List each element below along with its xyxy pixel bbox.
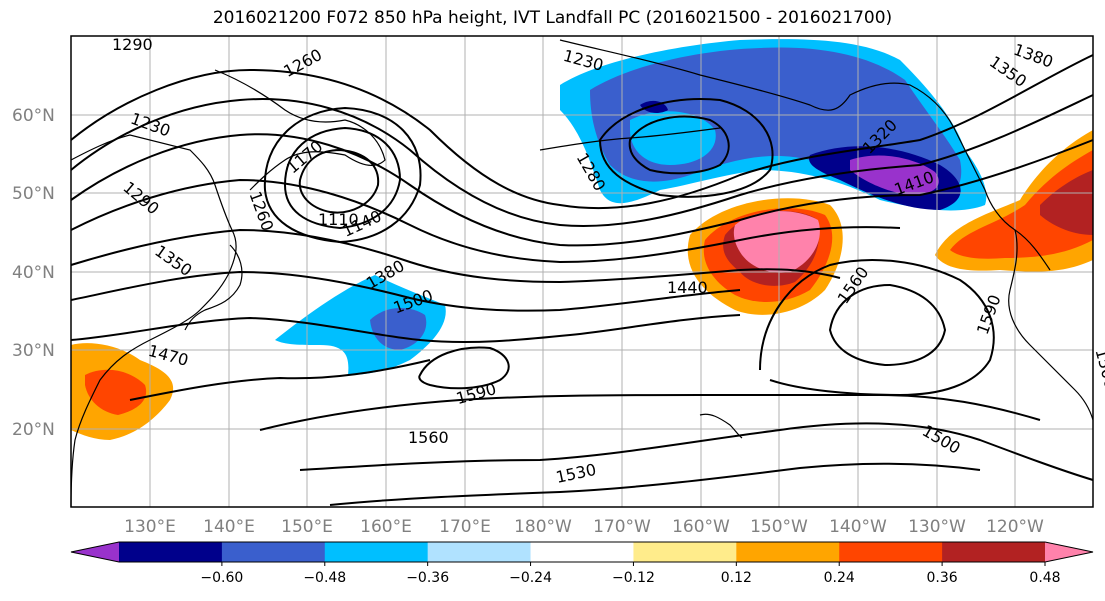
kamchatka-coast [214,69,386,191]
colorbar-segment [736,542,840,562]
lon-label: 180°W [514,517,572,537]
lon-label: 140°E [203,517,255,537]
colorbar-tick-label: 0.12 [721,570,752,586]
lat-label-60n: 60°N [12,106,55,126]
lat-label-40n: 40°N [12,263,55,283]
negative-anomaly-inner [630,111,716,165]
map-gridlines [71,36,1093,507]
westcoast-positive-dark [1040,170,1093,235]
westpacific-positive-core [85,369,147,415]
colorbar: −0.60 −0.48 −0.36 −0.24 −0.12 0.12 0.24 0.36 0.4… [70,541,1094,586]
contour-label: 1560 [408,428,449,447]
colorbar-tick-label: 0.36 [927,570,958,586]
colorbar-segment [119,542,223,562]
colorbar-segment [324,542,429,562]
map-border [70,35,1094,508]
japan-coast [184,244,243,331]
colorbar-tick-label: −0.12 [612,570,655,586]
colorbar-segment [427,542,532,562]
positive-anomaly-pink [733,211,820,273]
lat-label-30n: 30°N [12,341,55,361]
lat-label-20n: 20°N [12,420,55,440]
lon-label: 170°E [439,517,491,537]
colorbar-segment [942,542,1046,562]
alaska-coast [559,39,1051,271]
latitude-labels: 60°N 50°N 40°N 30°N 20°N [12,106,55,440]
north-america-coast [1008,229,1094,421]
colorbar-tick-label: −0.36 [406,570,449,586]
coastlines [70,39,1094,508]
colorbar-segment [221,542,326,562]
lon-label: 130°W [908,517,966,537]
lon-label: 160°W [672,517,730,537]
map-title: 2016021200 F072 850 hPa height, IVT Land… [212,8,893,28]
aleutian-chain [539,127,721,151]
colorbar-tick-label: 0.24 [824,570,855,586]
colorbar-tick-label: 0.48 [1029,570,1060,586]
colorbar-tick-label: −0.24 [509,570,552,586]
asia-coast [70,134,237,508]
lon-label: 150°E [281,517,333,537]
contour-label: 1110 [318,210,359,229]
lon-label: 160°E [360,517,412,537]
map-panel: 1290 1260 1230 1230 1380 1350 1170 1140 … [70,35,1105,508]
height-contours [70,54,1094,506]
colorbar-min-extend [71,542,119,562]
colorbar-max-extend [1045,542,1093,562]
lon-label: 140°W [829,517,887,537]
lon-label: 130°E [124,517,176,537]
lon-label: 120°W [986,517,1044,537]
colorbar-segment [530,542,634,562]
colorbar-tick-label: −0.60 [200,570,243,586]
longitude-labels: 130°E 140°E 150°E 160°E 170°E 180°W 170°… [124,517,1044,537]
colorbar-segment [633,542,737,562]
lat-label-50n: 50°N [12,184,55,204]
contour-label: 1440 [667,278,708,297]
lon-label: 150°W [750,517,808,537]
westcoast-positive-mid [950,150,1093,259]
colorbar-tick-label: −0.48 [303,570,346,586]
contour-label: 1290 [112,35,153,54]
lon-label: 170°W [593,517,651,537]
colorbar-segment [839,542,943,562]
colorbar-outline [70,541,1094,563]
